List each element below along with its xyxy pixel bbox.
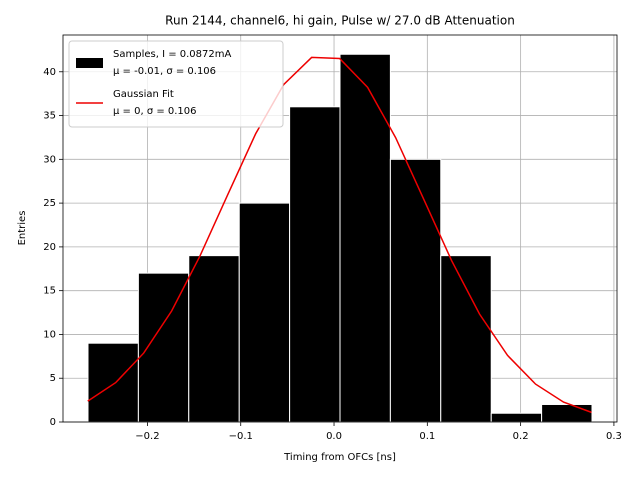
y-tick-label: 0 bbox=[50, 417, 56, 428]
x-tick-label: 0.0 bbox=[326, 431, 342, 442]
y-tick-label: 15 bbox=[43, 286, 56, 297]
x-tick-label: −0.1 bbox=[229, 431, 253, 442]
y-tick-label: 40 bbox=[43, 67, 56, 78]
x-tick-label: 0.2 bbox=[513, 431, 529, 442]
y-tick-label: 30 bbox=[43, 154, 56, 165]
bar bbox=[490, 412, 543, 423]
legend-label: μ = 0, σ = 0.106 bbox=[113, 106, 197, 117]
legend: Samples, I = 0.0872mA μ = -0.01, σ = 0.10… bbox=[68, 40, 284, 128]
plot-frame bbox=[62, 34, 618, 423]
legend-box bbox=[68, 40, 284, 128]
bar bbox=[389, 158, 442, 423]
x-tick-label: 0.3 bbox=[606, 431, 622, 442]
bar bbox=[541, 403, 593, 423]
y-tick-label: 25 bbox=[43, 198, 56, 209]
bar bbox=[188, 255, 240, 423]
legend-label: Samples, I = 0.0872mA bbox=[113, 49, 231, 60]
y-tick-label: 20 bbox=[43, 242, 56, 253]
bar bbox=[339, 53, 391, 423]
bar bbox=[87, 342, 139, 423]
y-tick-label: 35 bbox=[43, 111, 56, 122]
y-tick-label: 10 bbox=[43, 329, 56, 340]
x-axis-label: Timing from OFCs [ns] bbox=[283, 452, 396, 463]
bar bbox=[137, 272, 190, 423]
bar bbox=[238, 202, 291, 423]
legend-patch bbox=[76, 58, 103, 68]
fit-line bbox=[87, 56, 592, 414]
x-tick-label: −0.2 bbox=[135, 431, 159, 442]
legend-label: Gaussian Fit bbox=[113, 89, 174, 100]
chart-title: Run 2144, channel6, hi gain, Pulse w/ 27… bbox=[165, 14, 515, 28]
bar bbox=[440, 255, 492, 423]
y-axis-label: Entries bbox=[17, 211, 28, 246]
bar bbox=[289, 106, 341, 423]
y-tick-label: 5 bbox=[50, 373, 56, 384]
x-tick-label: 0.1 bbox=[419, 431, 435, 442]
legend-label: μ = -0.01, σ = 0.106 bbox=[113, 66, 216, 77]
